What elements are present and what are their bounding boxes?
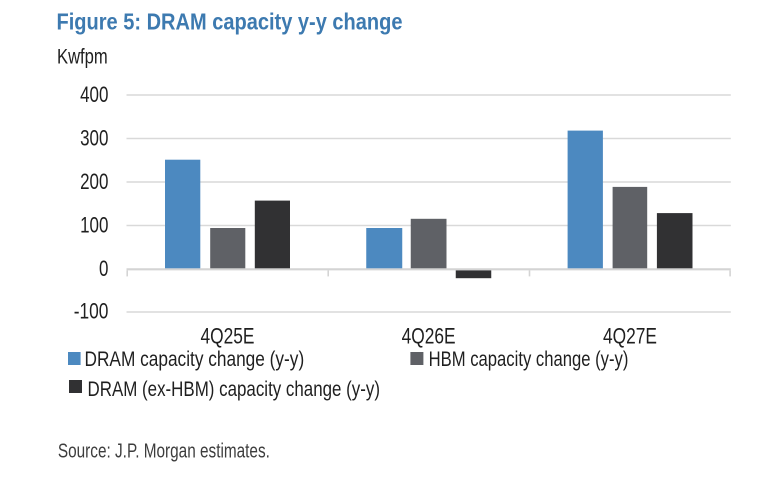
svg-text:4Q26E: 4Q26E bbox=[402, 324, 456, 349]
svg-text:DRAM (ex-HBM) capacity change: DRAM (ex-HBM) capacity change (y-y) bbox=[88, 377, 381, 401]
svg-text:300: 300 bbox=[80, 126, 108, 151]
svg-text:0: 0 bbox=[99, 256, 108, 281]
svg-text:-100: -100 bbox=[74, 298, 109, 323]
svg-text:100: 100 bbox=[80, 213, 108, 238]
svg-text:4Q25E: 4Q25E bbox=[201, 324, 255, 349]
svg-text:DRAM capacity change (y-y): DRAM capacity change (y-y) bbox=[85, 347, 305, 371]
svg-text:200: 200 bbox=[80, 169, 108, 194]
svg-text:Source: J.P. Morgan estimates.: Source: J.P. Morgan estimates. bbox=[58, 440, 270, 463]
svg-text:400: 400 bbox=[80, 82, 108, 107]
svg-text:HBM capacity change (y-y): HBM capacity change (y-y) bbox=[429, 347, 629, 371]
svg-text:Figure 5: DRAM capacity y-y ch: Figure 5: DRAM capacity y-y change bbox=[57, 9, 403, 35]
svg-text:4Q27E: 4Q27E bbox=[603, 324, 657, 349]
svg-text:Kwfpm: Kwfpm bbox=[57, 45, 108, 69]
